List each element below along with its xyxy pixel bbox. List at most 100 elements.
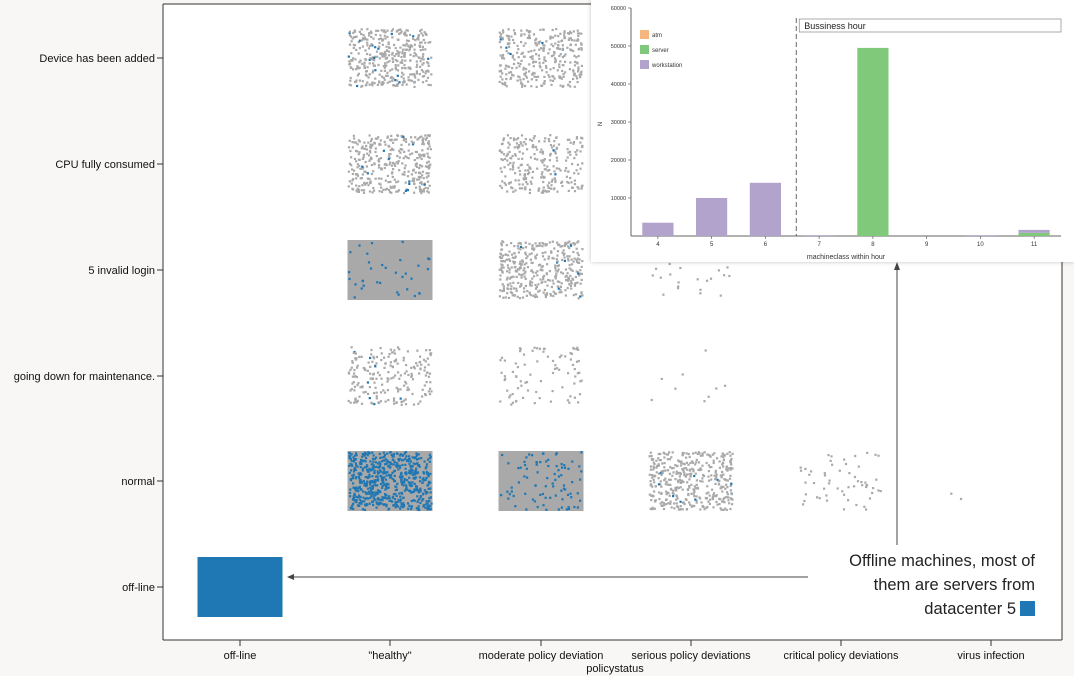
inset-ytick-label-50000: 50000 bbox=[611, 44, 626, 50]
point bbox=[569, 141, 572, 144]
point bbox=[531, 57, 534, 61]
point bbox=[569, 61, 572, 64]
point bbox=[531, 170, 534, 173]
point bbox=[412, 477, 415, 480]
point bbox=[386, 135, 389, 138]
point bbox=[577, 240, 580, 243]
point bbox=[408, 489, 411, 492]
point bbox=[391, 454, 394, 458]
point bbox=[379, 37, 383, 40]
point bbox=[555, 146, 559, 149]
point bbox=[363, 64, 366, 67]
point bbox=[383, 470, 386, 473]
point bbox=[373, 142, 376, 145]
point bbox=[355, 48, 358, 51]
point bbox=[405, 364, 408, 367]
point bbox=[512, 137, 515, 140]
point bbox=[655, 267, 658, 270]
point bbox=[413, 74, 416, 77]
point bbox=[409, 66, 412, 69]
point bbox=[552, 257, 555, 260]
point bbox=[372, 464, 375, 467]
point bbox=[664, 499, 668, 502]
point bbox=[404, 34, 407, 37]
point bbox=[408, 462, 411, 465]
point bbox=[524, 74, 527, 77]
point bbox=[701, 477, 704, 480]
point bbox=[408, 143, 411, 146]
point bbox=[408, 469, 411, 472]
point bbox=[399, 500, 402, 503]
point bbox=[507, 462, 510, 465]
point bbox=[410, 140, 413, 143]
point bbox=[368, 190, 372, 193]
point bbox=[522, 44, 525, 47]
point bbox=[569, 492, 572, 495]
point bbox=[395, 502, 398, 505]
point bbox=[675, 498, 678, 501]
point bbox=[508, 493, 511, 496]
point bbox=[382, 65, 385, 68]
point bbox=[422, 62, 425, 65]
point bbox=[371, 84, 374, 87]
point bbox=[371, 81, 374, 84]
point bbox=[391, 79, 394, 82]
point bbox=[841, 490, 844, 493]
point bbox=[508, 143, 511, 146]
point bbox=[499, 64, 502, 67]
point bbox=[407, 388, 411, 391]
point bbox=[360, 458, 363, 461]
point bbox=[680, 480, 683, 483]
point bbox=[547, 255, 550, 258]
point bbox=[428, 349, 431, 352]
point bbox=[403, 53, 406, 56]
point bbox=[690, 483, 693, 486]
point bbox=[552, 149, 555, 152]
point bbox=[528, 453, 531, 456]
point bbox=[711, 497, 714, 500]
point bbox=[397, 390, 400, 393]
point bbox=[529, 138, 532, 141]
point bbox=[350, 40, 353, 43]
point bbox=[407, 373, 410, 377]
point bbox=[418, 164, 422, 167]
point bbox=[717, 269, 720, 272]
point bbox=[388, 80, 391, 83]
point bbox=[500, 186, 503, 189]
point bbox=[531, 139, 534, 142]
point bbox=[357, 472, 360, 475]
point bbox=[506, 134, 509, 137]
point bbox=[499, 54, 502, 57]
point bbox=[517, 157, 520, 160]
point bbox=[563, 464, 566, 467]
inset-ytick-label-10000: 10000 bbox=[611, 196, 626, 202]
point bbox=[519, 62, 522, 66]
point bbox=[532, 33, 536, 36]
inset-y-label: N bbox=[598, 122, 604, 126]
point bbox=[358, 158, 361, 161]
point bbox=[528, 282, 532, 285]
point bbox=[553, 140, 556, 143]
point bbox=[580, 292, 583, 295]
point bbox=[403, 173, 406, 176]
point bbox=[426, 61, 429, 64]
point bbox=[352, 482, 355, 485]
point bbox=[566, 148, 569, 151]
point bbox=[359, 463, 362, 466]
point bbox=[725, 468, 728, 471]
point bbox=[415, 485, 418, 488]
point bbox=[421, 153, 425, 156]
point bbox=[555, 136, 558, 139]
point bbox=[532, 65, 535, 68]
inset-xtick-label-4: 4 bbox=[656, 242, 660, 248]
point bbox=[523, 363, 526, 366]
point bbox=[557, 508, 560, 511]
point bbox=[347, 371, 351, 374]
point bbox=[375, 395, 378, 398]
point bbox=[517, 242, 520, 245]
point bbox=[575, 39, 578, 42]
point bbox=[373, 82, 376, 85]
point bbox=[359, 495, 362, 499]
point bbox=[394, 58, 397, 62]
point bbox=[358, 494, 361, 497]
